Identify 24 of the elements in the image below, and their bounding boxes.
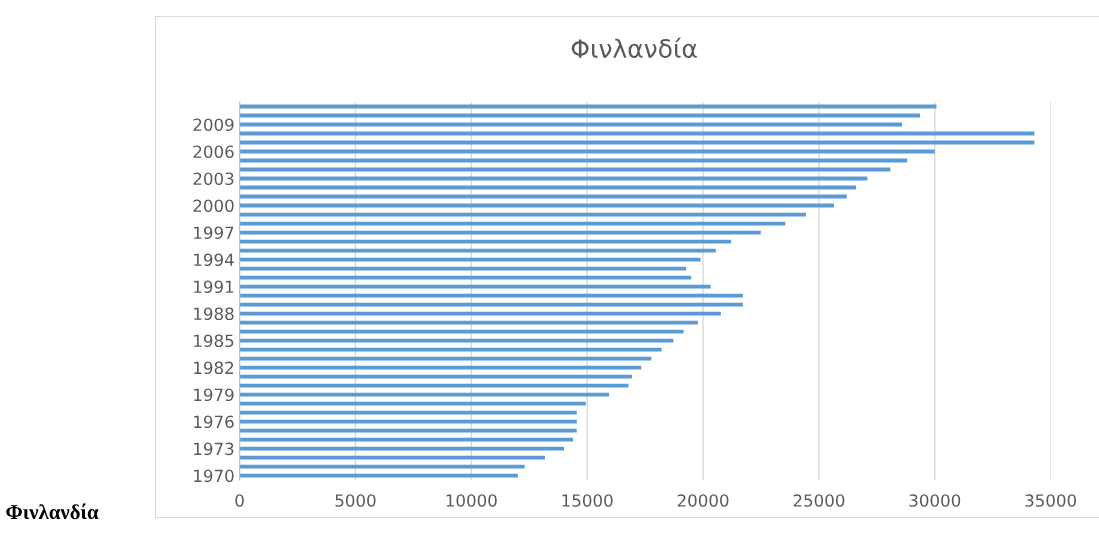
- y-tick-label: 2006: [193, 145, 234, 159]
- text: Φινλανδία: [6, 503, 99, 520]
- x-tick-label: 5000: [335, 494, 376, 507]
- y-tick-label: 2000: [193, 199, 234, 213]
- y-tick-label: 1979: [194, 388, 234, 402]
- y-tick-label: 1973: [194, 442, 234, 456]
- x-tick-label: 35000: [1025, 494, 1077, 507]
- y-tick-label: 2009: [193, 118, 234, 132]
- y-tick-label: 1997: [194, 226, 234, 240]
- y-tick-label: 1982: [194, 361, 234, 375]
- y-tick-label: 1991: [194, 280, 234, 294]
- y-tick-label: 1976: [194, 415, 234, 429]
- y-tick-label: 1994: [194, 253, 234, 267]
- y-tick-label: 1988: [194, 307, 234, 321]
- y-tick-label: 2003: [193, 172, 234, 186]
- chart-title: Φινλανδία: [571, 37, 697, 58]
- x-tick-label: 30000: [909, 494, 961, 507]
- y-tick-label: 1985: [194, 334, 234, 348]
- x-tick-label: 20000: [677, 494, 729, 507]
- x-tick-label: 10000: [446, 494, 497, 507]
- y-tick-label: 1970: [194, 469, 234, 483]
- x-tick-label: 25000: [793, 494, 845, 507]
- x-tick-label: 0: [235, 494, 244, 507]
- x-tick-label: 15000: [562, 494, 613, 507]
